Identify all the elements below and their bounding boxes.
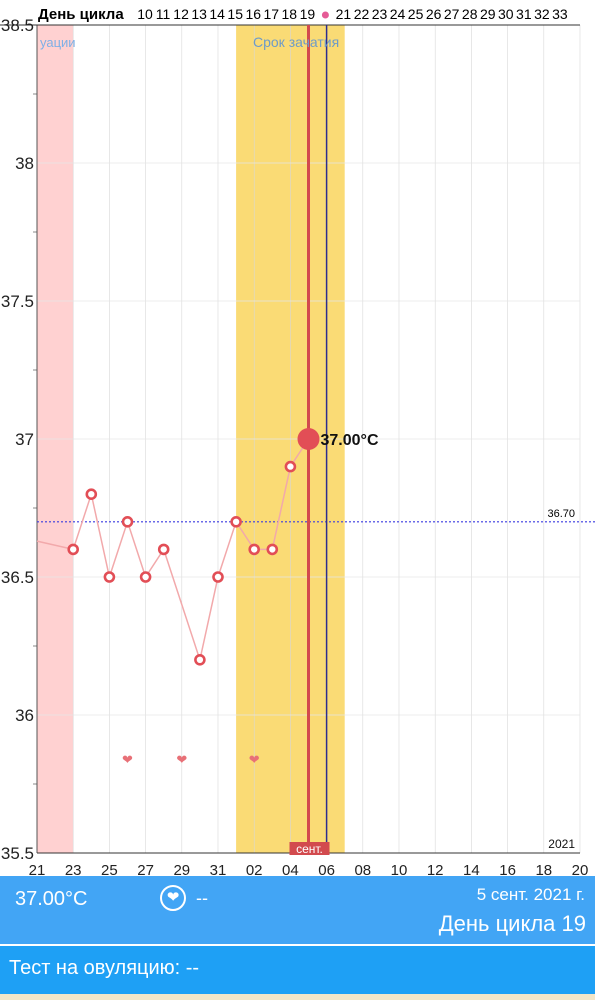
temperature-point[interactable] — [230, 515, 242, 528]
cycle-day-number: 33 — [552, 6, 568, 22]
temperature-point[interactable] — [266, 543, 279, 556]
heart-marker: ❤ — [249, 752, 260, 767]
year-label: 2021 — [548, 837, 575, 851]
chart-labels: 35.5 36 36.5 37 37.5 38 38.5 21 23 25 27 29 31 02 04 06… — [1, 6, 588, 876]
x-tick-label: 10 — [391, 862, 408, 876]
cycle-day-number: 29 — [480, 6, 496, 22]
heart-marker: ❤ — [176, 752, 187, 767]
cycle-day-number: 11 — [156, 6, 171, 22]
ovulation-test-bar[interactable]: Тест на овуляцию: -- — [0, 946, 595, 994]
cycle-day-number: 31 — [516, 6, 532, 22]
cycle-day-number: 13 — [191, 6, 207, 22]
bbt-chart[interactable]: 36.70 37.00°C ❤ ❤ ❤ 35.5 36 36.5 37 37.5 38 38.5 2… — [0, 0, 595, 876]
cycle-day-number: 17 — [263, 6, 279, 22]
temperature-point[interactable] — [248, 543, 260, 556]
cycle-day-number: 10 — [137, 6, 153, 22]
cycle-day-number: 12 — [173, 6, 189, 22]
x-tick-label: 12 — [427, 862, 444, 876]
x-tick-label: 02 — [246, 862, 263, 876]
bottom-strip — [0, 994, 595, 1000]
cycle-day-number: 14 — [209, 6, 225, 22]
month-label: сент. — [296, 842, 323, 856]
temperature-point[interactable] — [67, 543, 79, 556]
cycle-day-number: 28 — [462, 6, 478, 22]
selected-date: 5 сент. 2021 г. — [476, 885, 585, 904]
x-tick-label: 23 — [65, 862, 82, 876]
y-tick-label: 37 — [15, 430, 34, 449]
cycle-day-number: 26 — [426, 6, 442, 22]
temperature-point[interactable] — [194, 653, 206, 666]
cycle-day-number: 16 — [245, 6, 261, 22]
menstruation-zone-label: уации — [40, 35, 76, 50]
cycle-day-number: 27 — [444, 6, 460, 22]
x-tick-label: 08 — [354, 862, 371, 876]
selected-point-label: 37.00°C — [321, 432, 379, 449]
x-tick-label: 16 — [499, 862, 516, 876]
x-tick-label: 27 — [137, 862, 154, 876]
y-tick-label: 37.5 — [1, 292, 34, 311]
x-tick-label: 21 — [29, 862, 46, 876]
x-tick-label: 06 — [318, 862, 335, 876]
x-tick-label: 14 — [463, 862, 480, 876]
y-tick-label: 35.5 — [1, 844, 34, 863]
cycle-day-number: 32 — [534, 6, 550, 22]
cycle-day-number: 15 — [227, 6, 243, 22]
temperature-point[interactable] — [103, 571, 116, 583]
temperature-point[interactable] — [139, 571, 152, 583]
selected-point[interactable] — [297, 428, 320, 450]
y-tick-label: 36 — [15, 706, 34, 725]
cycle-day-number: 30 — [498, 6, 514, 22]
ovulation-test-label: Тест на овуляцию: -- — [9, 957, 200, 979]
y-tick-label: 38.5 — [1, 16, 34, 35]
cycle-day-number: 18 — [282, 6, 298, 22]
temperature-point[interactable] — [121, 515, 134, 528]
info-panel: 37.00°C ❤ -- 5 сент. 2021 г. День цикла … — [0, 876, 595, 944]
cycle-day: День цикла 19 — [438, 911, 586, 936]
temperature-point[interactable] — [212, 571, 224, 583]
month-badge — [289, 842, 330, 855]
cycle-day-header-label: День цикла — [38, 6, 124, 23]
cycle-day-number: 25 — [408, 6, 424, 22]
y-tick-label: 38 — [15, 154, 34, 173]
cycle-day-number: 22 — [354, 6, 370, 22]
y-tick-label: 36.5 — [1, 568, 34, 587]
heart-marker: ❤ — [122, 752, 133, 767]
coverline-label: 36.70 — [547, 508, 575, 520]
temperature-series[interactable]: 37.00°C ❤ ❤ ❤ — [36, 428, 379, 767]
cycle-day-number: 23 — [372, 6, 388, 22]
temperature-point[interactable] — [284, 460, 297, 473]
x-tick-label: 20 — [572, 862, 589, 876]
fertile-zone-label: Срок зачатия — [253, 34, 339, 50]
heart-icon[interactable]: ❤ — [160, 885, 186, 911]
heart-value: -- — [196, 888, 208, 908]
cycle-day-number: 21 — [336, 6, 352, 22]
x-tick-label: 29 — [173, 862, 190, 876]
cycle-day-number: 19 — [300, 6, 316, 22]
x-tick-label: 25 — [101, 862, 118, 876]
ovulation-day-marker — [321, 11, 329, 19]
cycle-day-number: 24 — [390, 6, 406, 22]
temperature-point[interactable] — [157, 543, 170, 556]
x-tick-label: 31 — [210, 862, 227, 876]
selected-temperature[interactable]: 37.00°C — [15, 888, 88, 910]
x-tick-label: 04 — [282, 862, 299, 876]
divider — [0, 944, 595, 946]
x-tick-label: 18 — [535, 862, 552, 876]
temperature-point[interactable] — [85, 488, 98, 501]
